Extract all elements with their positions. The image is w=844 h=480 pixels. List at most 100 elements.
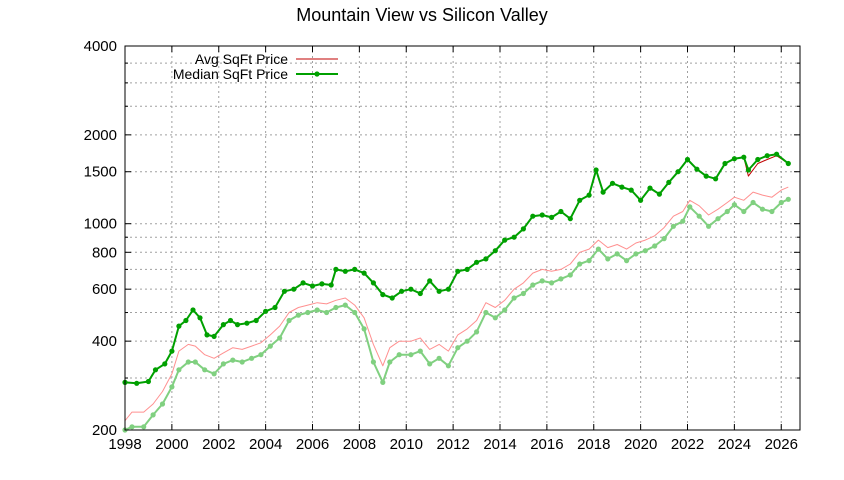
data-point (778, 199, 784, 206)
data-point (352, 266, 358, 272)
data-point (670, 223, 677, 229)
data-point (684, 156, 691, 163)
x-tick-label: 2026 (765, 436, 798, 453)
x-tick-label: 2010 (390, 436, 423, 453)
data-point (619, 184, 625, 190)
data-point (244, 320, 250, 326)
data-point (176, 367, 182, 373)
data-point (680, 218, 686, 224)
data-point (399, 288, 405, 294)
data-point (586, 258, 592, 264)
data-point (647, 185, 653, 191)
data-point (675, 169, 681, 175)
data-point (211, 371, 217, 377)
series-layer (122, 151, 791, 433)
data-point (609, 180, 616, 186)
data-point (703, 173, 709, 179)
data-point (277, 335, 283, 341)
data-point (220, 361, 226, 367)
data-point (464, 266, 470, 272)
data-point (492, 315, 498, 321)
data-point (309, 283, 316, 289)
data-point (267, 343, 273, 349)
data-point (192, 359, 198, 365)
x-tick-label: 2002 (202, 436, 235, 453)
data-point (520, 226, 527, 232)
data-point (764, 153, 770, 159)
y-tick-label: 400 (92, 333, 117, 350)
data-point (642, 248, 648, 254)
data-point (549, 280, 555, 286)
data-point (722, 160, 728, 167)
data-point (785, 160, 791, 167)
data-point (427, 361, 433, 367)
data-point (387, 359, 393, 365)
series-silicon-valley-median-sqft-price (122, 196, 791, 433)
x-tick-label: 2000 (155, 436, 188, 453)
legend-label: Avg SqFt Price (195, 51, 288, 67)
data-point (324, 309, 330, 316)
data-point (694, 166, 700, 172)
data-point (530, 282, 536, 288)
data-point (605, 256, 611, 262)
data-point (150, 412, 156, 418)
series-line (124, 186, 789, 422)
data-point (408, 352, 414, 358)
data-point (272, 304, 278, 311)
x-tick-label: 2014 (483, 436, 516, 453)
data-point (539, 278, 545, 284)
data-point (361, 326, 367, 332)
data-point (211, 333, 217, 339)
data-point (638, 197, 644, 203)
data-point (134, 380, 140, 386)
plot-frame (124, 45, 801, 431)
data-point (141, 424, 147, 430)
data-point (408, 286, 414, 292)
data-point (731, 156, 738, 162)
x-tick-label: 2020 (624, 436, 657, 453)
y-tick-label: 1500 (84, 164, 117, 181)
data-point (558, 208, 564, 215)
data-point (220, 322, 226, 328)
data-point (656, 191, 663, 197)
x-tick-label: 2012 (436, 436, 469, 453)
data-point (129, 424, 135, 430)
data-point (492, 248, 498, 254)
data-point (253, 317, 259, 324)
series-line (124, 198, 789, 431)
chart-title: Mountain View vs Silicon Valley (296, 5, 547, 25)
x-tick-label: 2024 (718, 436, 751, 453)
y-tick-label: 200 (92, 422, 117, 439)
data-point (713, 176, 719, 182)
data-point (234, 322, 241, 328)
data-point (614, 251, 620, 257)
y-tick-label: 4000 (84, 38, 117, 55)
data-point (624, 258, 630, 264)
data-point (715, 216, 721, 222)
data-point (380, 379, 386, 385)
data-point (352, 309, 358, 316)
x-tick-label: 2022 (671, 436, 704, 453)
data-point (436, 355, 442, 361)
data-point (204, 332, 210, 338)
data-point (295, 312, 301, 318)
data-point (474, 259, 480, 265)
data-point (333, 266, 339, 272)
data-point (162, 361, 168, 367)
data-point (769, 208, 775, 215)
data-point (159, 401, 166, 407)
data-point (530, 213, 536, 219)
data-point (281, 288, 287, 294)
data-point (370, 280, 376, 286)
x-tick-label: 2018 (577, 436, 610, 453)
data-point (286, 317, 292, 324)
data-point (549, 214, 555, 220)
data-point (464, 338, 470, 344)
x-tick-label: 2006 (296, 436, 329, 453)
y-tick-label: 800 (92, 244, 117, 261)
data-point (197, 315, 203, 321)
data-point (687, 204, 693, 210)
x-tick-label: 2008 (343, 436, 376, 453)
data-point (445, 363, 451, 369)
data-point (750, 199, 756, 206)
